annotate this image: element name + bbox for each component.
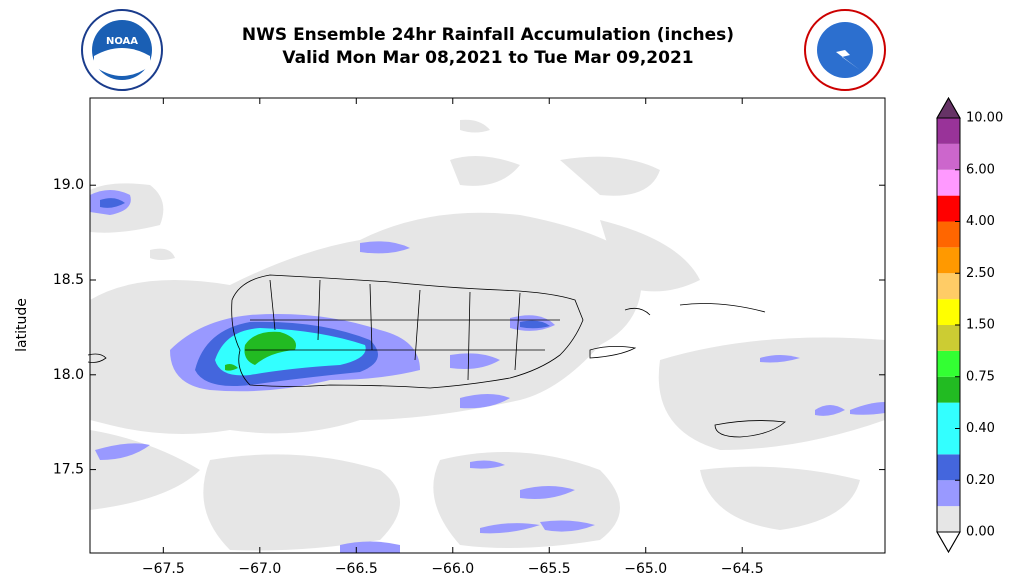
colorbar-segment xyxy=(937,195,960,222)
colorbar-segment xyxy=(937,299,960,325)
x-tick-label: −67.0 xyxy=(238,561,281,575)
colorbar-tick-label: 10.00 xyxy=(966,111,1003,126)
colorbar-tick-label: 2.50 xyxy=(966,266,995,281)
colorbar-segment xyxy=(937,143,960,170)
colorbar-segment xyxy=(937,118,960,144)
colorbar-segment xyxy=(937,402,960,429)
y-tick-label: 19.0 xyxy=(53,177,84,193)
colorbar-tick-label: 4.00 xyxy=(966,214,995,229)
colorbar-segment xyxy=(937,169,960,196)
x-tick-label: −64.5 xyxy=(721,561,764,575)
colorbar-tick-label: 1.50 xyxy=(966,318,995,333)
map xyxy=(87,98,885,553)
x-tick-label: −67.5 xyxy=(142,561,185,575)
colorbar-under xyxy=(936,531,961,554)
colorbar-segment xyxy=(937,350,960,377)
colorbar-segment xyxy=(937,480,960,507)
colorbar-tick-label: 0.40 xyxy=(966,421,995,436)
colorbar-tick-label: 6.00 xyxy=(966,162,995,177)
noaa-logo: NOAA xyxy=(81,9,163,91)
plot-frame xyxy=(89,97,886,554)
x-tick-label: −65.5 xyxy=(528,561,571,575)
colorbar-segment xyxy=(937,454,960,481)
y-tick-label: 18.5 xyxy=(53,272,84,288)
colorbar-tick-label: 0.20 xyxy=(966,473,995,488)
svg-text:NOAA: NOAA xyxy=(106,36,138,47)
coastlines xyxy=(87,274,786,438)
colorbar-segment xyxy=(937,221,960,248)
colorbar-segment xyxy=(937,428,960,455)
x-tick-label: −66.5 xyxy=(335,561,378,575)
y-tick-label: 17.5 xyxy=(53,462,84,478)
y-axis-label: latitude xyxy=(14,298,30,352)
colorbar-segment xyxy=(937,376,960,403)
x-tick-label: −66.0 xyxy=(431,561,474,575)
colorbar-segment xyxy=(937,506,960,532)
nws-logo xyxy=(804,9,886,91)
chart-title: NWS Ensemble 24hr Rainfall Accumulation … xyxy=(242,25,734,45)
chart-subtitle: Valid Mon Mar 08,2021 to Tue Mar 09,2021 xyxy=(282,48,693,68)
x-tick-label: −65.0 xyxy=(624,561,667,575)
colorbar-tick-label: 0.00 xyxy=(966,525,995,540)
colorbar-tick-label: 0.75 xyxy=(966,369,995,384)
colorbar-segment xyxy=(937,247,960,274)
colorbar-segment xyxy=(937,325,960,351)
colorbar-over xyxy=(936,96,961,119)
y-tick-label: 18.0 xyxy=(53,367,84,383)
colorbar-segment xyxy=(937,273,960,300)
